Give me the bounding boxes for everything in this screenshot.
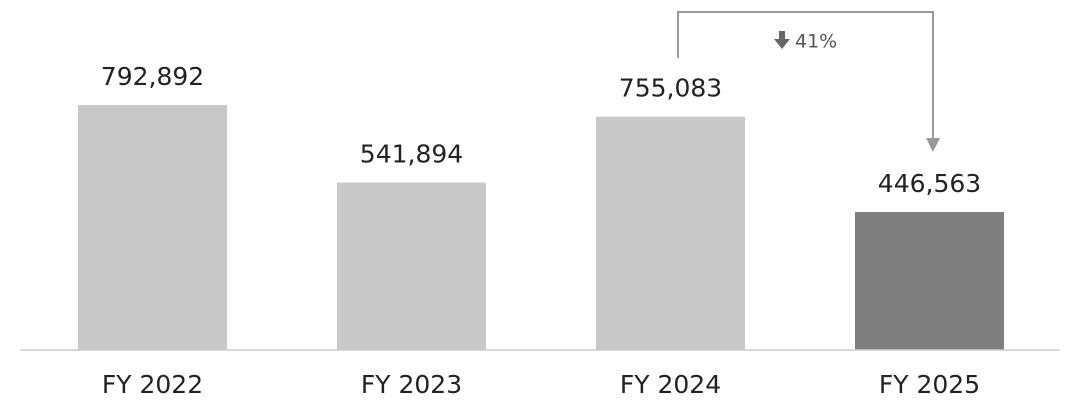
bar — [78, 105, 227, 350]
value-label: 755,083 — [619, 74, 722, 103]
bar — [337, 182, 486, 350]
x-tick-label: FY 2022 — [102, 370, 203, 399]
x-tick-label: FY 2023 — [361, 370, 462, 399]
bar — [855, 212, 1004, 350]
change-annotation: 41% — [795, 31, 837, 53]
connector-arrowhead — [926, 138, 940, 152]
value-label: 541,894 — [360, 140, 463, 169]
down-arrow-icon — [774, 31, 790, 49]
value-label: 792,892 — [101, 62, 204, 91]
x-tick-label: FY 2025 — [879, 370, 980, 399]
x-tick-label: FY 2024 — [620, 370, 721, 399]
change-connector — [677, 11, 934, 140]
value-label: 446,563 — [878, 169, 981, 198]
bar — [596, 116, 745, 351]
